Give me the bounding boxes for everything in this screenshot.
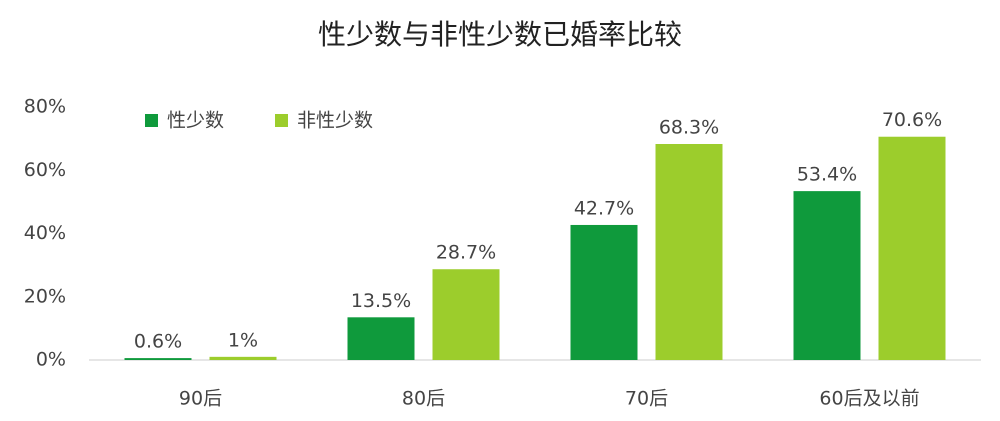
value-label: 1%	[228, 329, 258, 351]
value-label: 53.4%	[797, 164, 857, 186]
legend-label: 性少数	[167, 110, 224, 132]
y-tick-label: 60%	[24, 159, 66, 181]
y-tick-label: 40%	[24, 222, 66, 244]
chart-title: 性少数与非性少数已婚率比较	[318, 18, 682, 51]
value-label: 68.3%	[659, 117, 719, 139]
value-label: 42.7%	[574, 197, 634, 219]
bar	[124, 358, 192, 360]
x-tick-label: 90后	[179, 388, 222, 410]
y-tick-label: 0%	[36, 349, 66, 371]
value-label: 13.5%	[351, 290, 411, 312]
bar	[878, 136, 946, 360]
bar	[570, 224, 638, 360]
value-label: 0.6%	[134, 331, 182, 353]
bar	[347, 317, 415, 360]
x-tick-label: 80后	[402, 388, 445, 410]
value-label: 70.6%	[882, 109, 942, 131]
value-label: 28.7%	[436, 242, 496, 264]
x-tick-label: 70后	[625, 388, 668, 410]
y-tick-label: 80%	[24, 96, 66, 118]
legend-swatch	[145, 114, 158, 127]
y-tick-label: 20%	[24, 285, 66, 307]
bar	[793, 191, 861, 360]
legend-swatch	[275, 114, 288, 127]
bar	[209, 356, 277, 360]
x-tick-label: 60后及以前	[819, 388, 919, 410]
legend-label: 非性少数	[297, 110, 373, 132]
bar	[432, 269, 500, 360]
bar	[655, 144, 723, 360]
